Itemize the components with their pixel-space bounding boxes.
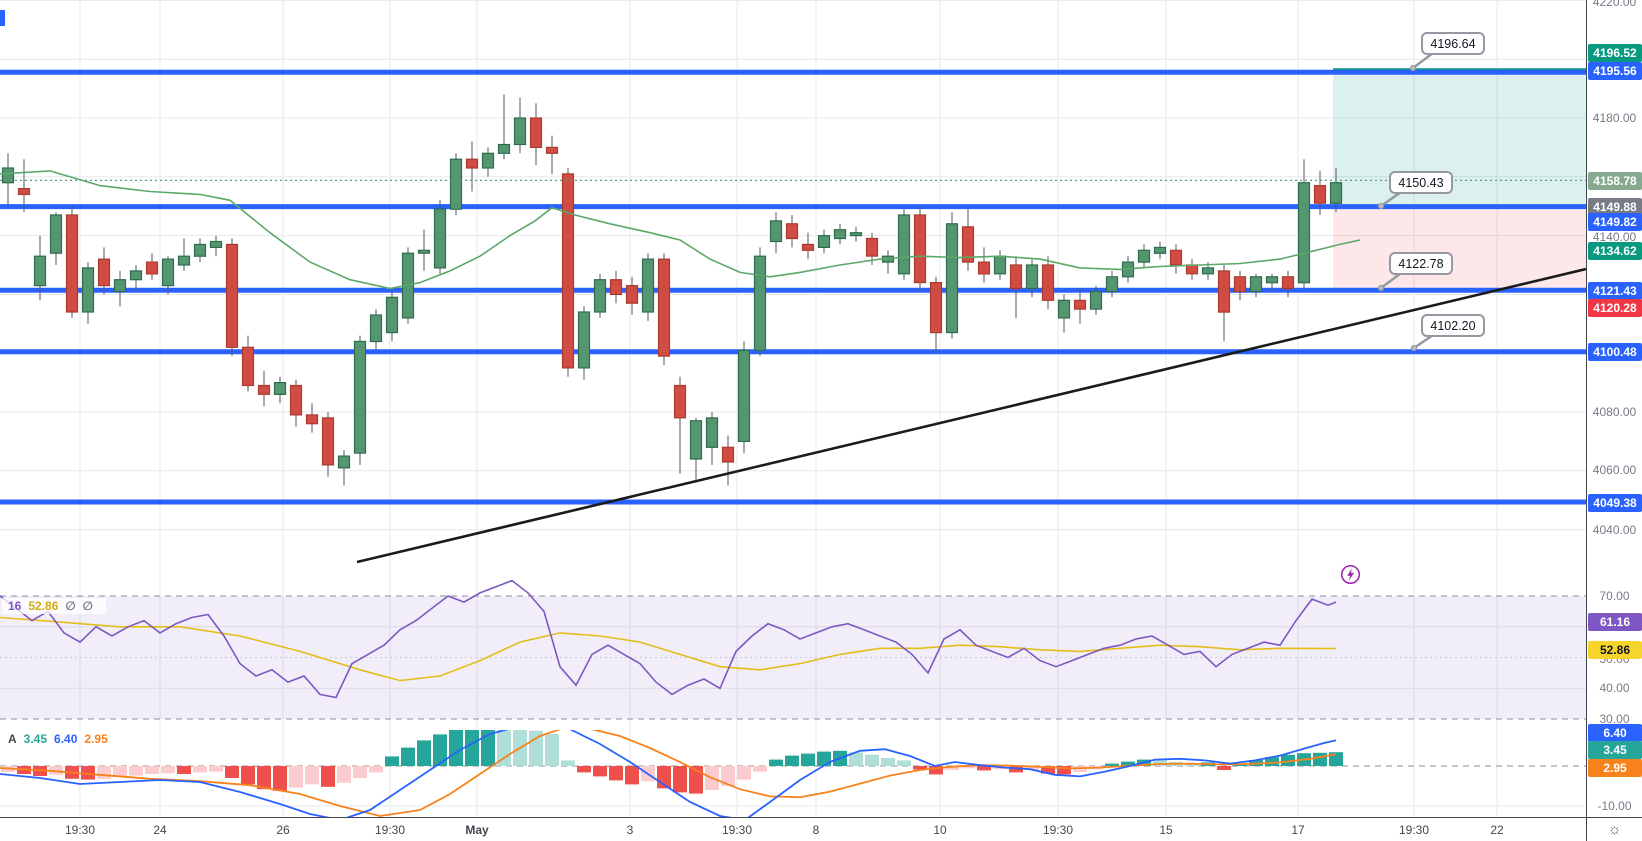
price-axis-badge: 4158.78 xyxy=(1588,172,1642,190)
long-position-tool[interactable] xyxy=(1333,68,1586,291)
time-axis-label: 24 xyxy=(153,823,167,837)
price-axis-badge: 4100.48 xyxy=(1588,343,1642,361)
price-axis-label: 4040.00 xyxy=(1592,523,1637,537)
trendline[interactable] xyxy=(356,267,1586,564)
time-axis-label: 26 xyxy=(276,823,290,837)
price-axis[interactable]: 4220.00 4196.52 4195.56 4180.00 4158.78 4149.… xyxy=(1586,0,1642,817)
legend-value: 16 xyxy=(8,599,22,613)
rsi-layer xyxy=(0,579,1337,699)
price-axis-badge: 52.86 xyxy=(1588,641,1642,659)
price-axis-label: 4060.00 xyxy=(1592,463,1637,477)
macd-legend: A 3.45 6.40 2.95 xyxy=(2,731,121,747)
price-axis-badge: 4049.38 xyxy=(1588,494,1642,512)
time-axis-label: 19:30 xyxy=(721,823,753,837)
price-note-callout[interactable]: 4196.64 xyxy=(1421,32,1485,55)
callout-label: 4122.78 xyxy=(1398,256,1444,271)
settings-gear-icon[interactable]: ☼ xyxy=(1607,821,1622,838)
price-axis-label: 4080.00 xyxy=(1592,405,1637,419)
price-axis-badge: 4134.62 xyxy=(1588,242,1642,260)
price-axis-badge: 4121.43 xyxy=(1588,282,1642,300)
price-axis-badge: 2.95 xyxy=(1588,759,1642,777)
time-axis-label: 19:30 xyxy=(1042,823,1074,837)
time-axis-label: 15 xyxy=(1159,823,1173,837)
legend-value: 3.45 xyxy=(23,732,48,746)
time-axis-label: 10 xyxy=(933,823,947,837)
macd-layer xyxy=(0,730,1343,817)
price-axis-badge: 4195.56 xyxy=(1588,62,1642,80)
price-axis-badge: 4149.82 xyxy=(1588,213,1642,231)
time-axis-label: 8 xyxy=(812,823,820,837)
candles-layer[interactable] xyxy=(0,94,1361,486)
time-axis-label: 19:30 xyxy=(64,823,96,837)
price-note-callout[interactable]: 4102.20 xyxy=(1421,314,1485,337)
price-note-callout[interactable]: 4150.43 xyxy=(1389,171,1453,194)
price-axis-badge: 61.16 xyxy=(1588,613,1642,631)
time-axis-label: 22 xyxy=(1490,823,1504,837)
legend-value: 52.86 xyxy=(28,599,59,613)
callout-label: 4150.43 xyxy=(1398,175,1444,190)
legend-value: A xyxy=(8,732,17,746)
price-note-callout[interactable]: 4122.78 xyxy=(1389,252,1453,275)
chart-canvas[interactable] xyxy=(0,0,1586,817)
price-axis-label: 4220.00 xyxy=(1592,0,1637,9)
price-axis-label: -10.00 xyxy=(1597,799,1632,813)
callout-label: 4102.20 xyxy=(1430,318,1476,333)
time-axis[interactable]: 19:30 24 26 19:30 May 3 19:30 8 10 19:30 15 17 19:30… xyxy=(0,817,1586,841)
support-resistance-lines[interactable] xyxy=(0,69,1586,505)
legend-value: 6.40 xyxy=(54,732,78,746)
legend-value: ∅ xyxy=(65,599,76,613)
price-axis-label: 4140.00 xyxy=(1592,230,1637,244)
rsi-legend: 16 52.86 ∅ ∅ xyxy=(2,598,106,614)
legend-value: 2.95 xyxy=(84,732,108,746)
time-axis-label: 19:30 xyxy=(374,823,406,837)
time-axis-label: 17 xyxy=(1291,823,1305,837)
price-axis-badge: 3.45 xyxy=(1588,741,1642,759)
flash-alert-icon[interactable] xyxy=(1340,564,1361,590)
price-axis-badge: 4149.88 xyxy=(1588,198,1642,216)
time-axis-label: 19:30 xyxy=(1398,823,1430,837)
price-axis-label: 30.00 xyxy=(1599,712,1630,726)
price-axis-label: 40.00 xyxy=(1599,681,1630,695)
price-axis-label: 4180.00 xyxy=(1592,111,1637,125)
drawing-handle[interactable] xyxy=(0,10,5,26)
legend-value: ∅ xyxy=(82,599,93,613)
time-axis-label: 3 xyxy=(626,823,634,837)
price-axis-label: 70.00 xyxy=(1599,589,1630,603)
price-axis-badge: 6.40 xyxy=(1588,724,1642,742)
time-axis-label: May xyxy=(465,823,489,837)
axis-corner: ☼ xyxy=(1586,817,1642,841)
price-axis-badge: 4120.28 xyxy=(1588,299,1642,317)
callout-label: 4196.64 xyxy=(1430,36,1476,51)
price-axis-badge: 4196.52 xyxy=(1588,44,1642,62)
